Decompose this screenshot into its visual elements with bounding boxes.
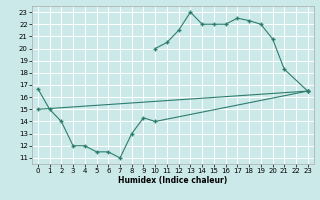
X-axis label: Humidex (Indice chaleur): Humidex (Indice chaleur) xyxy=(118,176,228,185)
